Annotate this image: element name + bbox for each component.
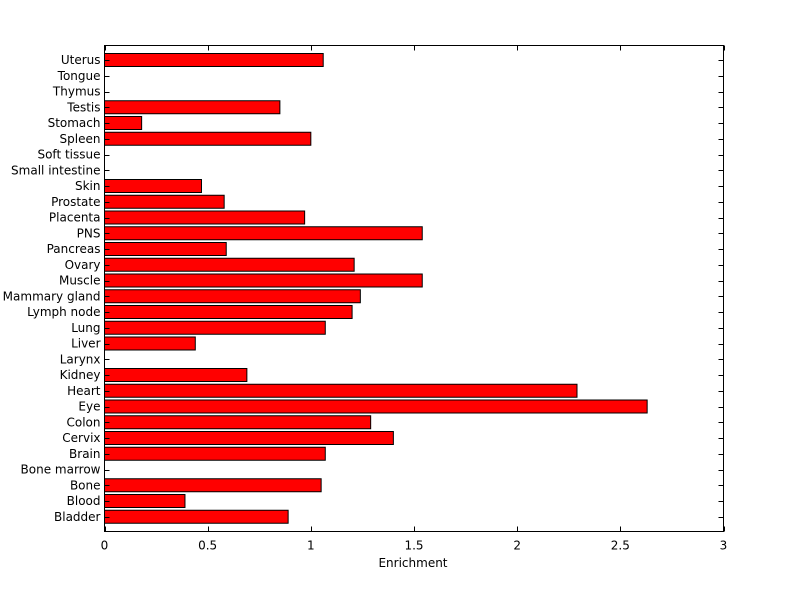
y-tick-label: Cervix: [62, 431, 100, 445]
y-tick-label: Liver: [71, 337, 101, 351]
x-tick-label: 1.5: [404, 539, 423, 553]
bar-stomach: [104, 116, 143, 130]
x-tick-label: 2: [513, 539, 521, 553]
bar-pns: [104, 226, 423, 241]
bar-uterus: [104, 53, 324, 67]
x-tick-label: 0: [101, 539, 109, 553]
y-tick-label: Heart: [67, 384, 101, 398]
bar-prostate: [104, 194, 225, 209]
y-tick-label: Placenta: [49, 211, 101, 225]
bar-lymph-node: [104, 305, 353, 319]
y-tick-label: Skin: [75, 179, 101, 193]
y-tick-label: Lung: [71, 321, 100, 335]
x-tick-label: 2.5: [611, 539, 630, 553]
bar-muscle: [104, 273, 423, 288]
bar-spleen: [104, 131, 312, 146]
y-tick-label: Eye: [78, 400, 100, 414]
y-tick-label: Larynx: [60, 352, 101, 366]
bar-bladder: [104, 509, 289, 524]
y-tick-label: Bone marrow: [21, 463, 101, 477]
bar-pancreas: [104, 242, 227, 256]
y-tick-label: Spleen: [60, 132, 101, 146]
bar-testis: [104, 100, 281, 115]
bar-eye: [104, 399, 648, 414]
bar-kidney: [104, 368, 248, 382]
y-tick-label: Lymph node: [27, 305, 100, 319]
bar-skin: [104, 179, 202, 193]
y-tick-label: Prostate: [51, 195, 100, 209]
y-tick-label: Bone: [70, 478, 101, 492]
y-tick-label: Colon: [66, 415, 100, 429]
y-tick-label: Soft tissue: [37, 148, 100, 162]
x-tick-label: 3: [720, 539, 728, 553]
bar-cervix: [104, 431, 394, 445]
y-tick-label: Uterus: [61, 53, 101, 67]
y-tick-label: Tongue: [57, 69, 101, 83]
bar-liver: [104, 336, 196, 351]
bar-lung: [104, 320, 326, 335]
bar-bone: [104, 478, 322, 493]
bar-heart: [104, 383, 578, 398]
y-tick-label: Bladder: [54, 510, 101, 524]
x-axis-label: Enrichment: [378, 556, 447, 570]
y-tick-label: Ovary: [65, 258, 101, 272]
y-tick-label: PNS: [77, 226, 101, 240]
x-axis: 0 0.5 1 1.5 2 2.5 3: [101, 45, 728, 553]
bars-group: [104, 53, 648, 524]
x-tick-label: 0.5: [198, 539, 217, 553]
bar-blood: [104, 494, 186, 508]
y-tick-label: Blood: [67, 494, 101, 508]
y-tick-label: Kidney: [60, 368, 101, 382]
bar-mammary-gland: [104, 289, 361, 304]
y-tick-label: Mammary gland: [3, 289, 101, 303]
y-tick-label: Small intestine: [11, 163, 100, 177]
bar-ovary: [104, 257, 355, 272]
bar-placenta: [104, 210, 306, 225]
x-tick-label: 1: [307, 539, 315, 553]
y-tick-label: Brain: [69, 447, 100, 461]
y-tick-label: Pancreas: [47, 242, 101, 256]
y-tick-label: Muscle: [59, 274, 101, 288]
bar-brain: [104, 446, 326, 461]
y-tick-label: Stomach: [48, 116, 101, 130]
y-tick-label: Testis: [66, 100, 100, 114]
y-tick-label: Thymus: [52, 85, 101, 99]
bar-colon: [104, 415, 372, 430]
